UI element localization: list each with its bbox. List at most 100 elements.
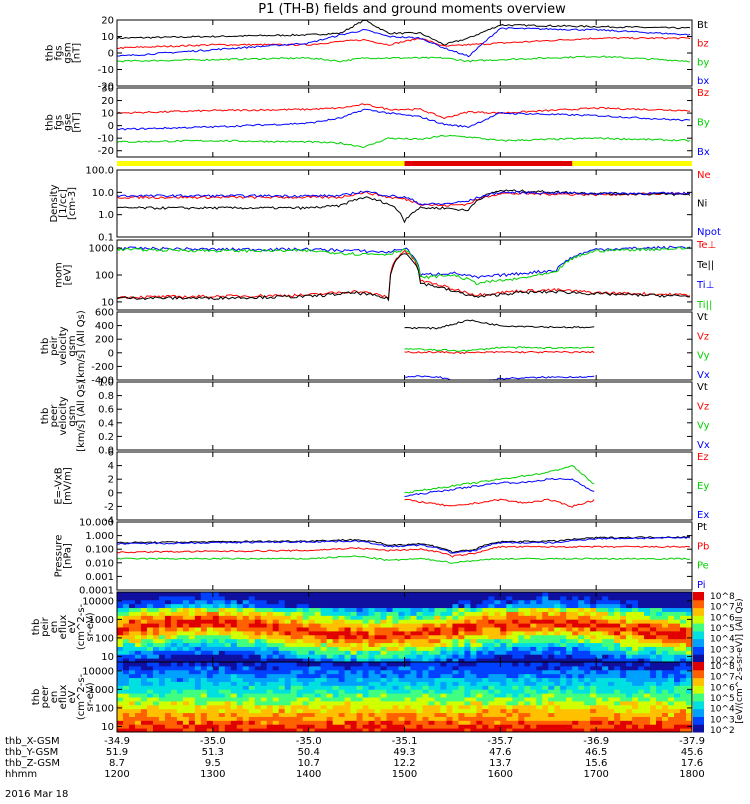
- spectrogram-cell: [680, 650, 687, 655]
- spectrogram-cell: [344, 650, 352, 655]
- series-line-Ne: [116, 191, 691, 207]
- spectrogram-cell: [464, 677, 471, 682]
- spectrogram-cell: [140, 700, 148, 706]
- spectrogram-cell: [416, 677, 423, 682]
- spectrogram-cell: [128, 697, 136, 702]
- spectrogram-cell: [350, 627, 358, 632]
- spectrogram-cell: [326, 634, 334, 640]
- spectrogram-cell: [506, 592, 513, 597]
- spectrogram-cell: [572, 630, 579, 636]
- spectrogram-cell: [242, 712, 250, 717]
- colorbar-swatch: [693, 607, 704, 616]
- spectrogram-cell: [470, 728, 477, 733]
- spectrogram-cell: [638, 646, 645, 651]
- spectrogram-cell: [152, 662, 160, 667]
- spectrogram-cell: [398, 681, 405, 686]
- spectrogram-cell: [422, 693, 429, 698]
- colorbar-swatch: [693, 716, 704, 725]
- spectrogram-cell: [158, 646, 166, 651]
- spectrogram-cell: [488, 611, 495, 616]
- spectrogram-cell: [566, 630, 573, 636]
- spectrogram-cell: [290, 700, 298, 706]
- spectrogram-cell: [428, 685, 435, 690]
- spectrogram-cell: [296, 658, 304, 663]
- spectrogram-cell: [344, 611, 352, 616]
- spectrogram-cell: [398, 607, 405, 612]
- spectrogram-cell: [254, 689, 262, 694]
- spectrogram-cell: [524, 615, 531, 620]
- spectrogram-cell: [164, 642, 172, 647]
- spectrogram-cell: [326, 615, 334, 620]
- spectrogram-cell: [578, 650, 585, 655]
- spectrogram-cell: [212, 658, 220, 663]
- spectrogram-cell: [494, 603, 501, 609]
- spectrogram-cell: [152, 607, 160, 612]
- spectrogram-cell: [602, 704, 609, 710]
- spectrogram-cell: [188, 728, 196, 733]
- spectrogram-cell: [152, 630, 160, 636]
- spectrogram-cell: [212, 623, 220, 628]
- spectrogram-cell: [470, 677, 477, 682]
- spectrogram-cell: [350, 592, 358, 597]
- spectrogram-cell: [578, 700, 585, 706]
- spectrogram-cell: [146, 673, 154, 679]
- spectrogram-cell: [548, 724, 555, 729]
- spectrogram-cell: [356, 673, 364, 679]
- spectrogram-cell: [428, 665, 435, 671]
- spectrogram-cell: [374, 700, 382, 706]
- spectrogram-cell: [314, 700, 322, 706]
- spectrogram-cell: [284, 662, 292, 667]
- spectrogram-cell: [368, 592, 376, 597]
- y-tick-label: 10000: [82, 666, 114, 677]
- spectrogram-cell: [140, 665, 148, 671]
- spectrogram-cell: [212, 673, 220, 679]
- spectrogram-cell: [566, 712, 573, 717]
- spectrogram-cell: [578, 623, 585, 628]
- spectrogram-cell: [230, 708, 238, 714]
- spectrogram-cell: [236, 611, 244, 616]
- spectrogram-cell: [596, 662, 603, 667]
- spectrogram-cell: [536, 607, 543, 612]
- spectrogram-cell: [236, 681, 244, 686]
- spectrogram-cell: [320, 704, 328, 710]
- y-tick-label: 4: [108, 461, 114, 472]
- spectrogram-cell: [236, 603, 244, 609]
- spectrogram-cell: [386, 654, 394, 659]
- spectrogram-cell: [344, 669, 352, 675]
- series-line-Ti||: [116, 246, 691, 286]
- spectrogram-cell: [200, 619, 208, 624]
- spectrogram-cell: [386, 658, 394, 663]
- spectrogram-cell: [248, 592, 256, 597]
- spectrogram-cell: [158, 592, 166, 597]
- spectrogram-cell: [674, 595, 681, 601]
- spectrogram-cell: [158, 685, 166, 690]
- spectrogram-cell: [218, 665, 226, 671]
- spectrogram-cell: [164, 634, 172, 640]
- spectrogram-cell: [656, 599, 663, 605]
- spectrogram-cell: [596, 595, 603, 601]
- spectrogram-cell: [194, 623, 202, 628]
- spectrogram-cell: [380, 669, 388, 675]
- spectrogram-cell: [536, 685, 543, 690]
- spectrogram-cell: [680, 630, 687, 636]
- spectrogram-cell: [158, 693, 166, 698]
- spectrogram-cell: [638, 704, 645, 710]
- spectrogram-cell: [578, 697, 585, 702]
- date-label: 2016 Mar 18: [5, 789, 68, 800]
- spectrogram-cell: [212, 615, 220, 620]
- spectrogram-cell: [518, 724, 525, 729]
- spectrogram-cell: [152, 592, 160, 597]
- spectrogram-cell: [152, 603, 160, 609]
- spectrogram-cell: [608, 611, 615, 616]
- spectrogram-cell: [488, 595, 495, 601]
- spectrogram-cell: [128, 669, 136, 675]
- y-axis-label-line: [mV/m]: [63, 467, 74, 505]
- spectrogram-cell: [638, 700, 645, 706]
- spectrogram-cell: [260, 599, 268, 605]
- spectrogram-cell: [434, 677, 441, 682]
- series-line-Bz: [116, 103, 691, 120]
- spectrogram-cell: [212, 619, 220, 624]
- spectrogram-cell: [470, 603, 477, 609]
- spectrogram-cell: [314, 623, 322, 628]
